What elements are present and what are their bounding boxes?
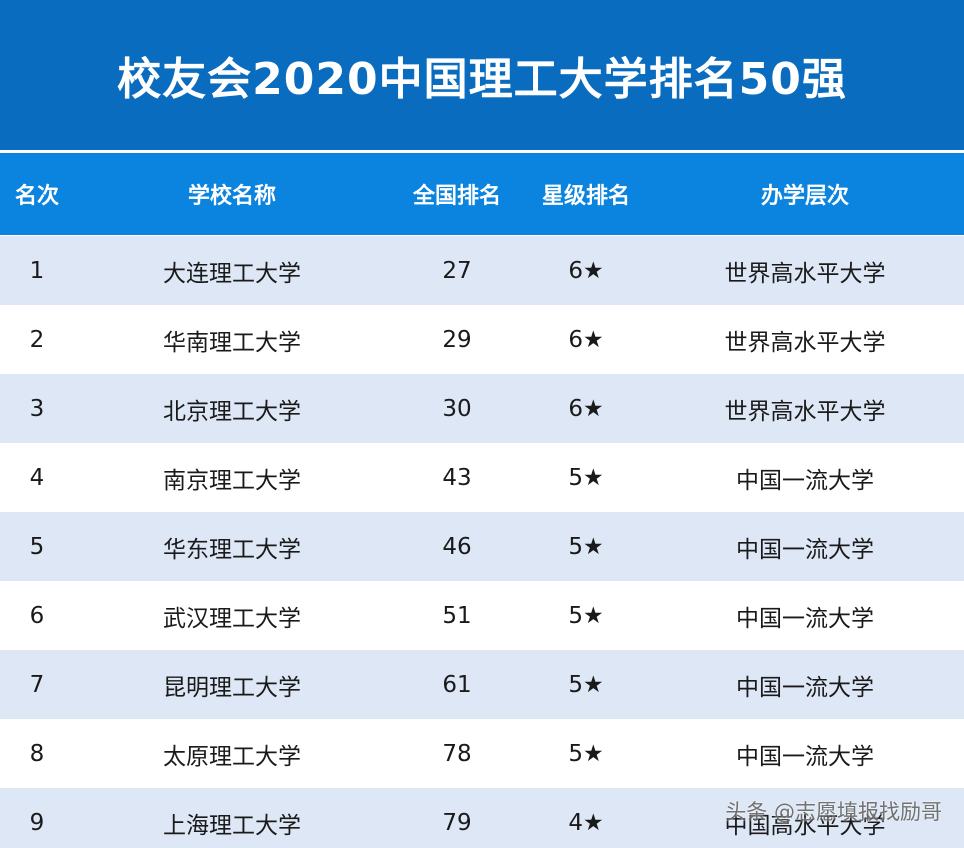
table-cell: 4 <box>29 464 45 491</box>
table-cell: 5★ <box>568 602 604 629</box>
table-cell: 43 <box>442 464 472 491</box>
table-row: 6 武汉理工大学 51 5★ 中国一流大学 <box>0 581 964 650</box>
table-cell: 51 <box>442 602 472 629</box>
table-row: 5 华东理工大学 46 5★ 中国一流大学 <box>0 512 964 581</box>
table-cell: 6 <box>29 602 45 629</box>
table-cell: 中国一流大学 <box>736 674 874 701</box>
title-bar: 校友会2020中国理工大学排名50强 <box>0 0 964 150</box>
table-cell: 2 <box>29 326 45 353</box>
table-cell: 78 <box>442 740 472 767</box>
column-header: 办学层次 <box>760 184 850 209</box>
table-cell: 世界高水平大学 <box>724 398 886 425</box>
table-cell: 29 <box>442 326 472 353</box>
table-cell: 5★ <box>568 533 604 560</box>
table-cell: 1 <box>29 257 45 284</box>
table-row: 4 南京理工大学 43 5★ 中国一流大学 <box>0 443 964 512</box>
table-row: 8 太原理工大学 78 5★ 中国一流大学 <box>0 719 964 788</box>
column-header: 名次 <box>14 184 60 209</box>
table-cell: 8 <box>29 740 45 767</box>
table-cell: 5 <box>29 533 45 560</box>
table-cell: 6★ <box>568 395 604 422</box>
header-row: 名次 学校名称 全国排名 星级排名 办学层次 <box>0 153 964 235</box>
table-cell: 中国一流大学 <box>736 467 874 494</box>
table-cell: 5★ <box>568 671 604 698</box>
watermark: 头条 @志愿填报找励哥 <box>725 800 942 824</box>
table-cell: 30 <box>442 395 472 422</box>
table-cell: 6★ <box>568 257 604 284</box>
table-cell: 5★ <box>568 464 604 491</box>
table-cell: 46 <box>442 533 472 560</box>
table-cell: 5★ <box>568 740 604 767</box>
table-cell: 27 <box>442 257 472 284</box>
table-row: 1 大连理工大学 27 6★ 世界高水平大学 <box>0 236 964 305</box>
table-cell: 上海理工大学 <box>163 812 301 839</box>
table-cell: 中国一流大学 <box>736 743 874 770</box>
table-cell: 6★ <box>568 326 604 353</box>
table-cell: 世界高水平大学 <box>724 329 886 356</box>
table-cell: 61 <box>442 671 472 698</box>
column-header: 全国排名 <box>412 184 502 209</box>
table-cell: 3 <box>29 395 45 422</box>
table-cell: 世界高水平大学 <box>724 260 886 287</box>
table-row: 3 北京理工大学 30 6★ 世界高水平大学 <box>0 374 964 443</box>
column-header: 学校名称 <box>187 184 277 209</box>
table-cell: 昆明理工大学 <box>163 674 301 701</box>
table-row: 9 上海理工大学 79 4★ 中国高水平大学 <box>0 788 964 848</box>
table-cell: 北京理工大学 <box>163 398 301 425</box>
title: 校友会2020中国理工大学排名50强 <box>117 54 847 105</box>
table-cell: 太原理工大学 <box>163 743 301 770</box>
table-row: 7 昆明理工大学 61 5★ 中国一流大学 <box>0 650 964 719</box>
table-cell: 大连理工大学 <box>163 260 301 287</box>
table-cell: 华东理工大学 <box>163 536 301 563</box>
column-header: 星级排名 <box>541 184 631 209</box>
table-cell: 中国一流大学 <box>736 536 874 563</box>
table-cell: 华南理工大学 <box>163 329 301 356</box>
table-cell: 中国一流大学 <box>736 605 874 632</box>
table-cell: 中国高水平大学 <box>724 812 886 839</box>
table-cell: 南京理工大学 <box>163 467 301 494</box>
table-cell: 4★ <box>568 809 604 836</box>
table-row: 2 华南理工大学 29 6★ 世界高水平大学 <box>0 305 964 374</box>
table-cell: 武汉理工大学 <box>163 605 301 632</box>
table-cell: 79 <box>442 809 472 836</box>
table-cell: 7 <box>29 671 45 698</box>
table-cell: 9 <box>29 809 45 836</box>
